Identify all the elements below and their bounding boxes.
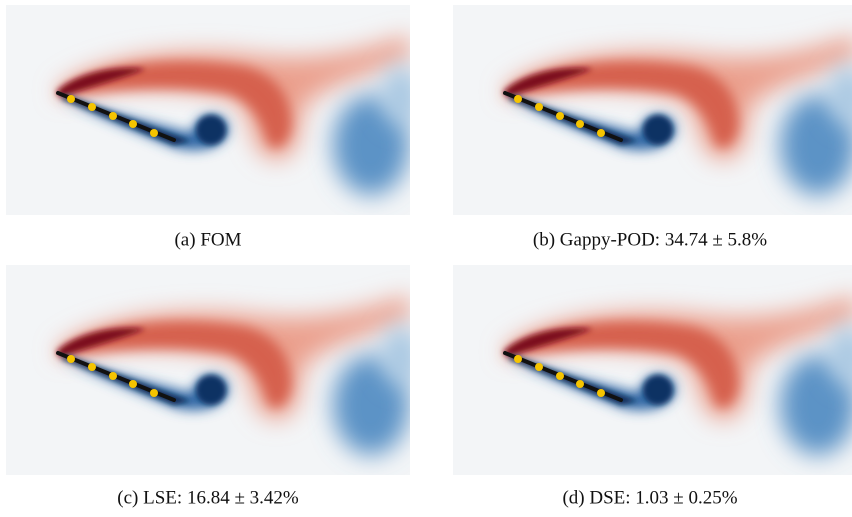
panel-a — [6, 5, 421, 215]
caption: (c) LSE: 16.84 ± 3.42% — [117, 487, 299, 508]
caption: (a) FOM — [174, 229, 241, 250]
panel-c — [6, 265, 421, 475]
caption: (d) DSE: 1.03 ± 0.25% — [562, 487, 737, 508]
panel-b — [453, 5, 852, 215]
caption: (b) Gappy-POD: 34.74 ± 5.8% — [533, 229, 767, 250]
panel-d — [453, 265, 852, 475]
